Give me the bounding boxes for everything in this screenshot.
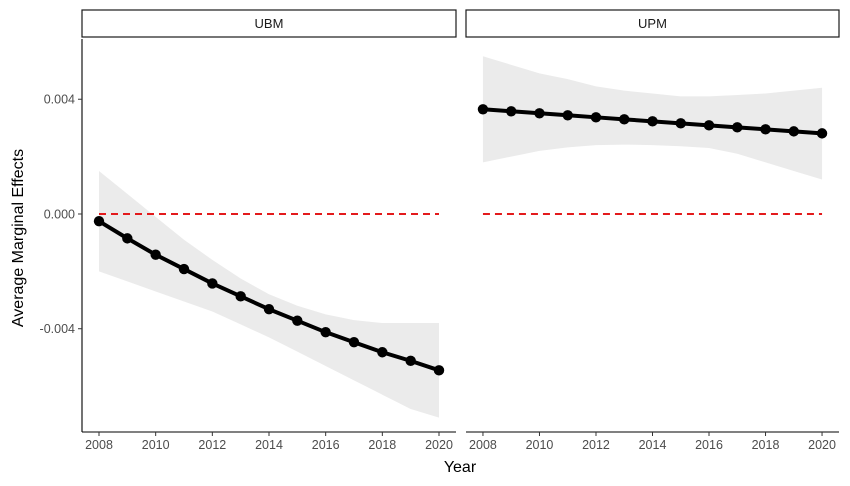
- data-point: [477, 104, 489, 115]
- confidence-band: [99, 170, 439, 418]
- data-point: [732, 122, 743, 133]
- x-tick-label: 2008: [469, 438, 497, 452]
- data-point: [377, 347, 388, 358]
- x-tick-label: 2018: [368, 438, 396, 452]
- x-tick-label: 2016: [695, 438, 723, 452]
- data-point: [292, 315, 303, 326]
- x-tick-label: 2008: [85, 438, 113, 452]
- strip-label: UBM: [255, 16, 284, 31]
- x-tick-label: 2014: [255, 438, 283, 452]
- data-point: [320, 326, 331, 338]
- data-point: [703, 120, 715, 131]
- y-tick-label: 0.004: [44, 93, 75, 107]
- strip-box: [81, 9, 457, 38]
- data-point: [506, 106, 517, 117]
- data-point: [433, 365, 445, 376]
- data-point: [263, 304, 275, 315]
- data-point: [788, 126, 799, 137]
- data-point: [93, 215, 105, 227]
- data-point: [405, 355, 416, 367]
- x-tick-label: 2014: [639, 438, 667, 452]
- y-tick-label: -0.004: [40, 322, 75, 336]
- strip-label: UPM: [638, 16, 667, 31]
- data-point: [150, 249, 161, 260]
- x-tick-label: 2016: [312, 438, 340, 452]
- y-axis-title: Average Marginal Effects: [10, 149, 27, 327]
- data-point: [619, 114, 630, 125]
- x-tick-label: 2010: [526, 438, 554, 452]
- data-point: [534, 108, 545, 119]
- data-point: [760, 124, 771, 135]
- x-tick-label: 2012: [582, 438, 610, 452]
- data-point: [235, 291, 246, 302]
- data-point: [562, 110, 573, 121]
- data-point: [122, 233, 133, 244]
- data-point: [816, 128, 828, 139]
- data-point: [207, 278, 218, 289]
- x-tick-label: 2010: [142, 438, 170, 452]
- x-tick-label: 2020: [808, 438, 836, 452]
- data-point: [647, 116, 658, 127]
- x-axis-title: Year: [444, 459, 477, 476]
- data-point: [178, 263, 190, 275]
- strip-box: [465, 9, 840, 38]
- data-point: [348, 337, 360, 348]
- x-tick-label: 2012: [198, 438, 226, 452]
- x-tick-label: 2020: [425, 438, 453, 452]
- data-point: [590, 112, 602, 123]
- y-tick-label: 0.000: [44, 207, 75, 221]
- x-tick-label: 2018: [752, 438, 780, 452]
- data-point: [675, 118, 686, 129]
